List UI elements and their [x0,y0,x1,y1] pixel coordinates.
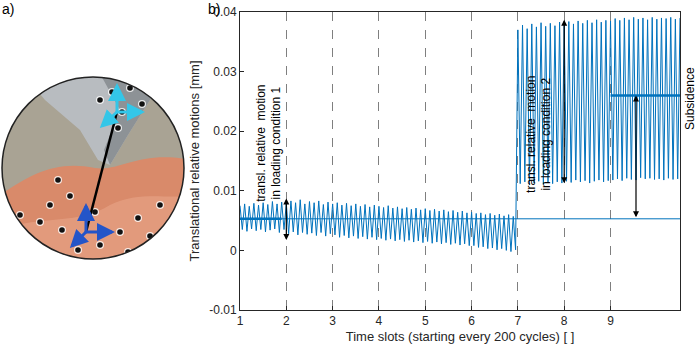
svg-text:transl. relative motionin loa: transl. relative motionin loading condit… [524,76,554,193]
svg-text:1: 1 [237,314,244,328]
svg-text:Translational relative motions: Translational relative motions [mm] [187,60,202,261]
svg-text:9: 9 [607,314,614,328]
svg-text:7: 7 [515,314,522,328]
svg-text:Subsidence: Subsidence [683,67,697,130]
svg-text:-0.01: -0.01 [209,303,237,317]
svg-text:0.04: 0.04 [213,5,237,19]
svg-text:0.02: 0.02 [213,124,237,138]
svg-text:b): b) [208,1,220,17]
svg-text:0.03: 0.03 [213,65,237,79]
svg-text:5: 5 [422,314,429,328]
svg-text:8: 8 [561,314,568,328]
svg-text:0: 0 [230,244,237,258]
svg-text:Time slots (starting every 200: Time slots (starting every 200 cycles) [… [346,329,575,344]
svg-text:transl. relative motionin loa: transl. relative motionin loading condit… [254,84,284,201]
svg-text:6: 6 [468,314,475,328]
svg-text:4: 4 [376,314,383,328]
svg-text:a): a) [2,1,14,17]
svg-text:3: 3 [329,314,336,328]
svg-text:0.01: 0.01 [213,184,237,198]
svg-text:2: 2 [283,314,290,328]
